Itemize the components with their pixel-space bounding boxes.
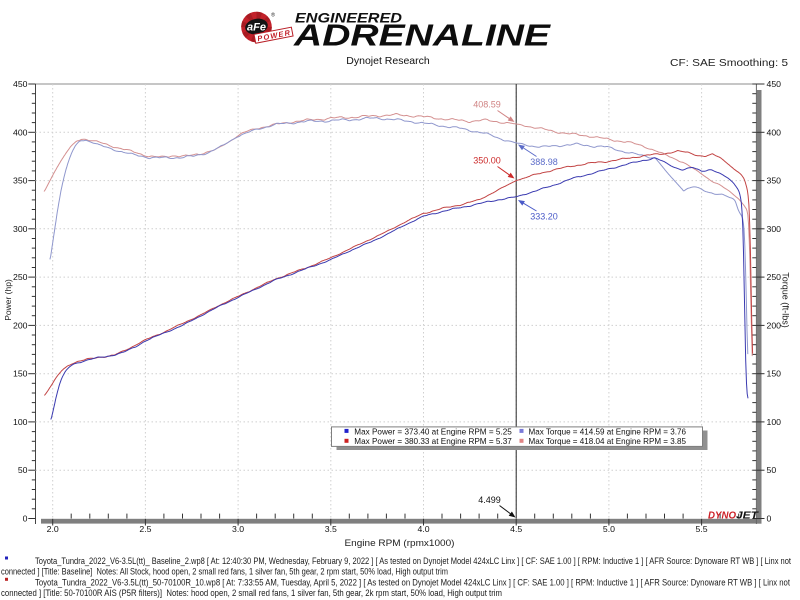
svg-text:0: 0 [767, 514, 772, 524]
svg-text:2.0: 2.0 [47, 524, 59, 534]
svg-text:Dynojet Research: Dynojet Research [346, 55, 430, 67]
svg-text:aFe: aFe [247, 22, 266, 34]
svg-text:0: 0 [23, 514, 28, 524]
svg-text:450: 450 [767, 79, 782, 89]
svg-text:connected ] [Title: 50-70100R: connected ] [Title: 50-70100R AIS (P5R f… [1, 588, 502, 598]
svg-text:5.5: 5.5 [696, 524, 708, 534]
svg-text:Torque (ft-lbs): Torque (ft-lbs) [781, 272, 791, 328]
svg-text:250: 250 [767, 272, 782, 282]
svg-text:408.59: 408.59 [473, 100, 501, 110]
svg-text:250: 250 [13, 272, 28, 282]
svg-text:4.0: 4.0 [417, 524, 429, 534]
svg-text:350.00: 350.00 [473, 156, 501, 166]
svg-text:4.499: 4.499 [478, 495, 501, 505]
svg-text:400: 400 [767, 127, 782, 137]
svg-text:®: ® [271, 12, 275, 19]
svg-text:350: 350 [13, 176, 28, 186]
svg-text:Max Torque = 418.04 at Engine: Max Torque = 418.04 at Engine RPM = 3.85 [529, 436, 687, 446]
svg-text:100: 100 [767, 417, 782, 427]
svg-text:3.5: 3.5 [325, 524, 337, 534]
svg-text:388.98: 388.98 [530, 157, 558, 167]
svg-text:3.0: 3.0 [232, 524, 244, 534]
svg-text:333.20: 333.20 [530, 212, 558, 222]
svg-text:Toyota_Tundra_2022_V6-3.5L(tt): Toyota_Tundra_2022_V6-3.5L(tt)_50-70100R… [35, 577, 790, 587]
svg-text:Toyota_Tundra_2022_V6-3.5L(tt): Toyota_Tundra_2022_V6-3.5L(tt)_ Baseline… [35, 556, 791, 566]
svg-text:Max Power = 373.40 at Engine R: Max Power = 373.40 at Engine RPM = 5.25 [354, 426, 512, 436]
svg-text:DYNO: DYNO [708, 511, 736, 522]
svg-text:300: 300 [13, 224, 28, 234]
svg-text:450: 450 [13, 79, 28, 89]
svg-text:50: 50 [18, 465, 28, 475]
svg-text:4.5: 4.5 [510, 524, 522, 534]
svg-text:Engine RPM (rpmx1000): Engine RPM (rpmx1000) [345, 538, 455, 549]
svg-text:200: 200 [13, 320, 28, 330]
svg-text:200: 200 [767, 320, 782, 330]
svg-text:JET: JET [736, 511, 759, 522]
svg-text:Max Power = 380.33 at Engine R: Max Power = 380.33 at Engine RPM = 5.37 [354, 436, 512, 446]
svg-text:400: 400 [13, 127, 28, 137]
svg-text:100: 100 [13, 417, 28, 427]
svg-text:ENGINEERED: ENGINEERED [295, 11, 402, 27]
svg-text:Max Torque = 414.59 at Engine: Max Torque = 414.59 at Engine RPM = 3.76 [529, 426, 687, 436]
svg-text:2.5: 2.5 [139, 524, 151, 534]
svg-text:ADRENALINE: ADRENALINE [293, 19, 551, 53]
svg-text:Power (hp): Power (hp) [3, 279, 13, 321]
svg-text:150: 150 [13, 369, 28, 379]
svg-text:350: 350 [767, 176, 782, 186]
svg-text:connected ] [Title: Baseline]: connected ] [Title: Baseline] Notes: All… [1, 567, 448, 577]
svg-text:CF: SAE Smoothing: 5: CF: SAE Smoothing: 5 [670, 57, 788, 69]
svg-text:150: 150 [767, 369, 782, 379]
svg-text:50: 50 [767, 465, 777, 475]
svg-text:5.0: 5.0 [603, 524, 615, 534]
svg-text:300: 300 [767, 224, 782, 234]
